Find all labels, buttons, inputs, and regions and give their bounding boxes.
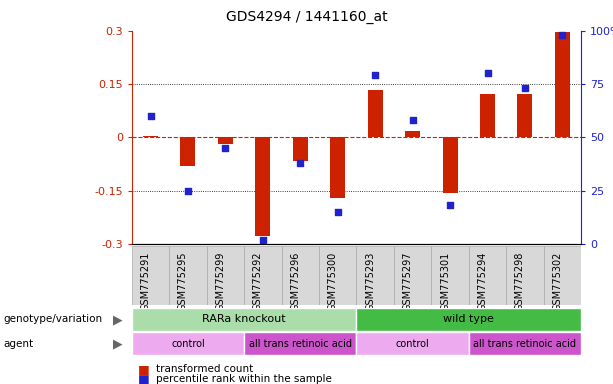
Text: wild type: wild type — [443, 314, 494, 324]
Text: GSM775298: GSM775298 — [515, 252, 525, 311]
Text: ■: ■ — [138, 363, 150, 376]
Bar — [330, 137, 345, 198]
Bar — [244, 332, 357, 355]
Text: GSM775293: GSM775293 — [365, 252, 375, 311]
Bar — [132, 246, 169, 305]
Bar — [143, 136, 158, 137]
Text: percentile rank within the sample: percentile rank within the sample — [156, 374, 332, 384]
Point — [221, 145, 230, 151]
Text: RARa knockout: RARa knockout — [202, 314, 286, 324]
Text: GSM775301: GSM775301 — [440, 252, 450, 311]
Bar — [256, 137, 270, 236]
Point — [183, 187, 193, 194]
Text: GSM775299: GSM775299 — [215, 252, 226, 311]
Text: all trans retinoic acid: all trans retinoic acid — [473, 339, 576, 349]
Bar — [480, 94, 495, 137]
Point — [520, 85, 530, 91]
Bar — [180, 137, 196, 166]
Bar — [319, 246, 357, 305]
Text: transformed count: transformed count — [156, 364, 254, 374]
Text: GSM775296: GSM775296 — [291, 252, 300, 311]
Bar — [207, 246, 244, 305]
Point — [557, 32, 567, 38]
Point — [370, 73, 380, 79]
Bar — [555, 33, 570, 137]
Bar — [405, 131, 420, 137]
Bar — [244, 246, 281, 305]
Text: GSM775291: GSM775291 — [140, 252, 151, 311]
Point — [258, 237, 268, 243]
Bar — [281, 246, 319, 305]
Text: GSM775292: GSM775292 — [253, 252, 263, 311]
Bar — [506, 246, 544, 305]
Bar — [469, 246, 506, 305]
Bar — [368, 90, 383, 137]
Bar — [218, 137, 233, 144]
Bar — [293, 137, 308, 161]
Text: control: control — [171, 339, 205, 349]
Text: GSM775300: GSM775300 — [328, 252, 338, 311]
Point — [445, 202, 455, 209]
Bar — [544, 246, 581, 305]
Point — [408, 117, 417, 123]
Bar — [469, 332, 581, 355]
Text: agent: agent — [3, 339, 33, 349]
Bar — [443, 137, 457, 194]
Text: genotype/variation: genotype/variation — [3, 314, 102, 324]
Point — [333, 209, 343, 215]
Text: GSM775297: GSM775297 — [403, 252, 413, 311]
Text: GSM775302: GSM775302 — [552, 252, 562, 311]
Bar — [169, 246, 207, 305]
Text: ■: ■ — [138, 373, 150, 384]
Text: all trans retinoic acid: all trans retinoic acid — [249, 339, 352, 349]
Bar — [517, 94, 533, 137]
Text: GSM775294: GSM775294 — [478, 252, 487, 311]
Bar — [132, 308, 357, 331]
Bar — [357, 246, 394, 305]
Text: GSM775295: GSM775295 — [178, 252, 188, 311]
Text: GDS4294 / 1441160_at: GDS4294 / 1441160_at — [226, 10, 387, 23]
Text: control: control — [396, 339, 430, 349]
Bar — [132, 332, 244, 355]
Text: ▶: ▶ — [113, 337, 123, 350]
Bar — [357, 332, 469, 355]
Text: ▶: ▶ — [113, 313, 123, 326]
Point — [146, 113, 156, 119]
Bar — [357, 308, 581, 331]
Point — [482, 70, 492, 76]
Bar — [432, 246, 469, 305]
Bar — [394, 246, 432, 305]
Point — [295, 160, 305, 166]
